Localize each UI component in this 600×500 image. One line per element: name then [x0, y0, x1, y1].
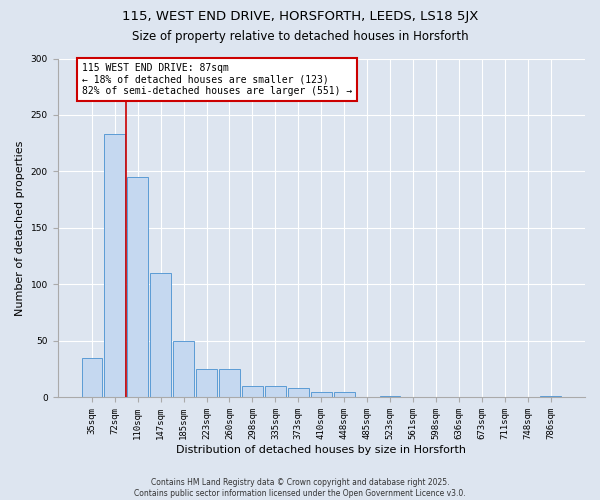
Bar: [196, 369, 217, 398]
Bar: [127, 177, 148, 398]
Bar: [288, 388, 308, 398]
Bar: [541, 396, 561, 398]
Bar: [104, 134, 125, 398]
Bar: [173, 341, 194, 398]
Text: Size of property relative to detached houses in Horsforth: Size of property relative to detached ho…: [131, 30, 469, 43]
Bar: [380, 396, 400, 398]
Bar: [334, 392, 355, 398]
Bar: [242, 386, 263, 398]
Bar: [219, 369, 240, 398]
X-axis label: Distribution of detached houses by size in Horsforth: Distribution of detached houses by size …: [176, 445, 466, 455]
Bar: [151, 273, 171, 398]
Bar: [311, 392, 332, 398]
Text: Contains HM Land Registry data © Crown copyright and database right 2025.
Contai: Contains HM Land Registry data © Crown c…: [134, 478, 466, 498]
Text: 115, WEST END DRIVE, HORSFORTH, LEEDS, LS18 5JX: 115, WEST END DRIVE, HORSFORTH, LEEDS, L…: [122, 10, 478, 23]
Bar: [265, 386, 286, 398]
Bar: [82, 358, 102, 398]
Y-axis label: Number of detached properties: Number of detached properties: [15, 140, 25, 316]
Text: 115 WEST END DRIVE: 87sqm
← 18% of detached houses are smaller (123)
82% of semi: 115 WEST END DRIVE: 87sqm ← 18% of detac…: [82, 63, 352, 96]
